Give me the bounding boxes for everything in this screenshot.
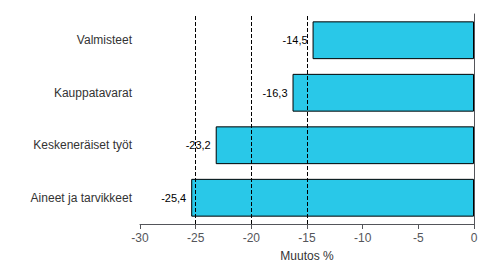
svg-text:Kauppatavarat: Kauppatavarat [54, 86, 133, 100]
svg-text:Aineet ja tarvikkeet: Aineet ja tarvikkeet [31, 191, 133, 205]
svg-text:-25: -25 [187, 231, 205, 245]
svg-text:-5: -5 [413, 231, 424, 245]
svg-text:0: 0 [471, 231, 478, 245]
svg-text:-10: -10 [354, 231, 372, 245]
svg-text:-23,2: -23,2 [186, 139, 211, 151]
svg-text:-30: -30 [131, 231, 149, 245]
svg-text:Valmisteet: Valmisteet [77, 33, 133, 47]
svg-text:-16,3: -16,3 [262, 87, 287, 99]
svg-text:-15: -15 [298, 231, 316, 245]
svg-text:-14,5: -14,5 [282, 34, 307, 46]
svg-text:-20: -20 [243, 231, 261, 245]
svg-text:-25,4: -25,4 [161, 192, 186, 204]
svg-text:Keskeneräiset työt: Keskeneräiset työt [33, 138, 132, 152]
svg-text:Muutos %: Muutos % [280, 249, 334, 263]
